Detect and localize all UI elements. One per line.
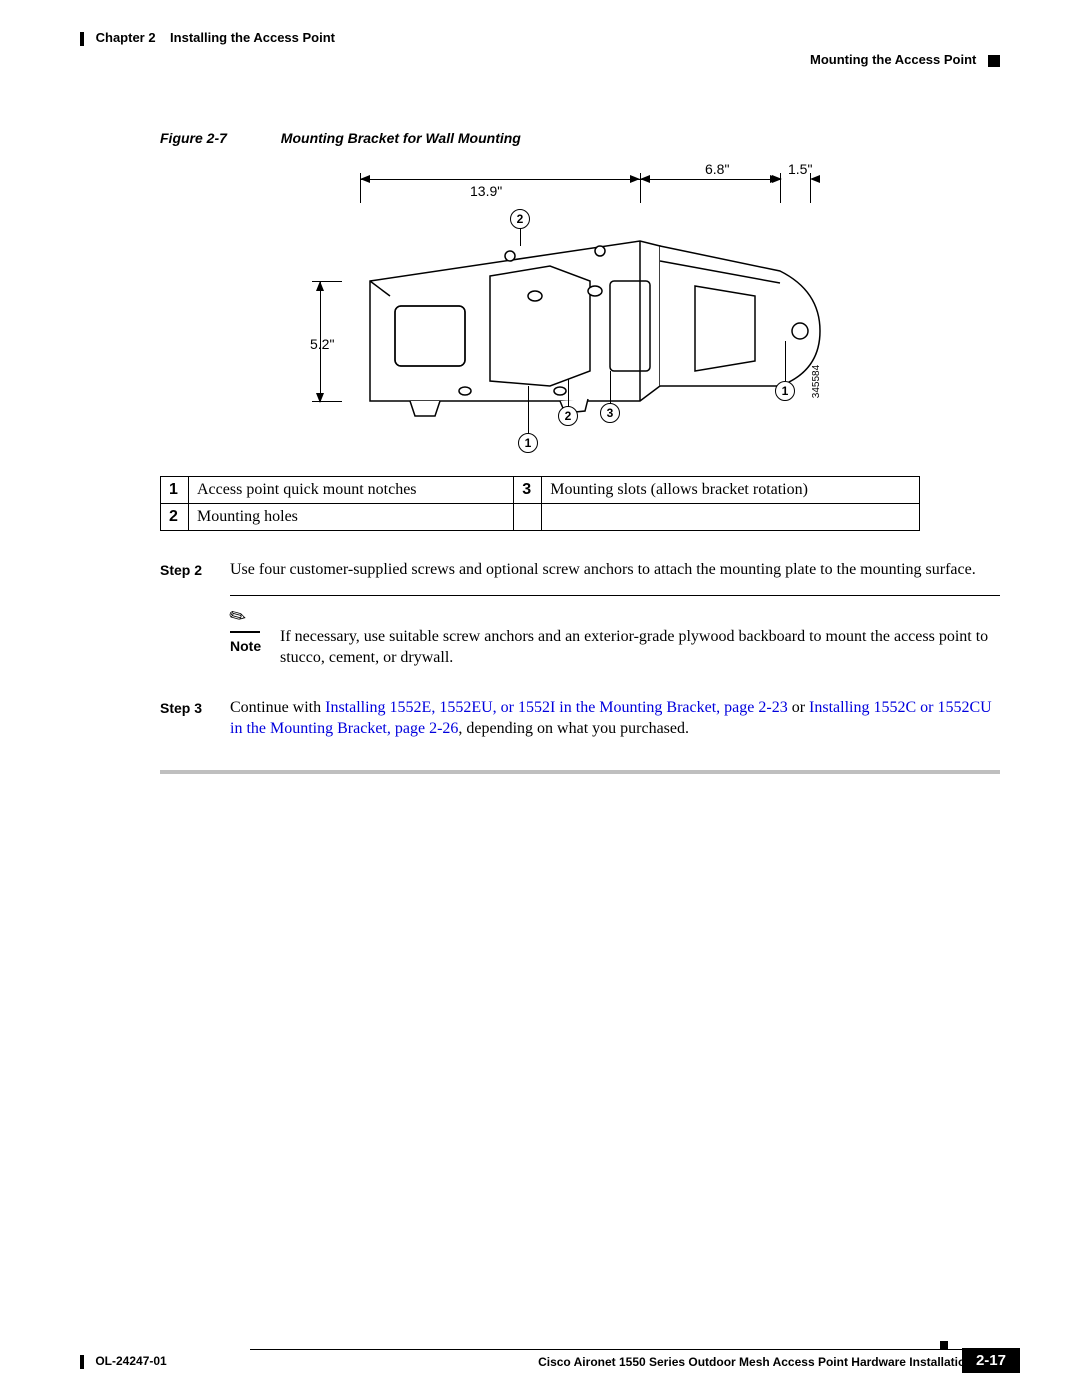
step-label: Step 2 (160, 559, 230, 581)
dim-width1: 13.9" (470, 183, 502, 199)
callout-2-bottom: 2 (558, 406, 578, 426)
legend-desc (542, 504, 920, 531)
legend-num (514, 504, 542, 531)
step-body: Use four customer-supplied screws and op… (230, 559, 1000, 581)
legend-desc: Mounting slots (allows bracket rotation) (542, 477, 920, 504)
section-end-bar (160, 770, 1000, 774)
bracket-diagram: 13.9" 6.8" 1.5" 5.2" (310, 161, 870, 461)
section-header: Mounting the Access Point (810, 52, 1000, 67)
dim-height: 5.2" (310, 336, 334, 352)
callout-1-right: 1 (775, 381, 795, 401)
pencil-icon: ✎ (224, 601, 252, 633)
bracket-shape (360, 201, 830, 431)
figure-title: Mounting Bracket for Wall Mounting (281, 130, 521, 146)
guide-title: Cisco Aironet 1550 Series Outdoor Mesh A… (167, 1355, 1020, 1369)
callout-1-bottom: 1 (518, 433, 538, 453)
callout-3: 3 (600, 403, 620, 423)
section-title: Mounting the Access Point (810, 52, 976, 67)
note-label: Note (230, 637, 280, 656)
chapter-header: Chapter 2 Installing the Access Point (80, 30, 335, 46)
legend-table: 1 Access point quick mount notches 3 Mou… (160, 476, 920, 531)
note-text: If necessary, use suitable screw anchors… (280, 604, 1000, 669)
figure-number: Figure 2-7 (160, 130, 227, 146)
step-3: Step 3 Continue with Installing 1552E, 1… (160, 697, 1000, 740)
legend-num: 2 (161, 504, 189, 531)
table-row: 2 Mounting holes (161, 504, 920, 531)
doc-number: OL-24247-01 (95, 1354, 166, 1368)
legend-desc: Mounting holes (189, 504, 514, 531)
legend-num: 1 (161, 477, 189, 504)
part-id: 345584 (811, 365, 822, 398)
figure-caption: Figure 2-7 Mounting Bracket for Wall Mou… (160, 130, 1000, 146)
chapter-number: Chapter 2 (96, 30, 156, 45)
legend-num: 3 (514, 477, 542, 504)
xref-link[interactable]: Installing 1552E, 1552EU, or 1552I in th… (325, 699, 788, 716)
page-number: 2-17 (962, 1348, 1020, 1373)
callout-2-top: 2 (510, 209, 530, 229)
dim-width2: 6.8" (705, 161, 729, 177)
table-row: 1 Access point quick mount notches 3 Mou… (161, 477, 920, 504)
step-label: Step 3 (160, 697, 230, 740)
note-block: ✎ Note If necessary, use suitable screw … (230, 595, 1000, 669)
step-2: Step 2 Use four customer-supplied screws… (160, 559, 1000, 581)
dim-width3: 1.5" (788, 161, 812, 177)
page-footer: OL-24247-01 Cisco Aironet 1550 Series Ou… (80, 1349, 1020, 1369)
step-body: Continue with Installing 1552E, 1552EU, … (230, 697, 1000, 740)
legend-desc: Access point quick mount notches (189, 477, 514, 504)
chapter-title: Installing the Access Point (170, 30, 335, 45)
